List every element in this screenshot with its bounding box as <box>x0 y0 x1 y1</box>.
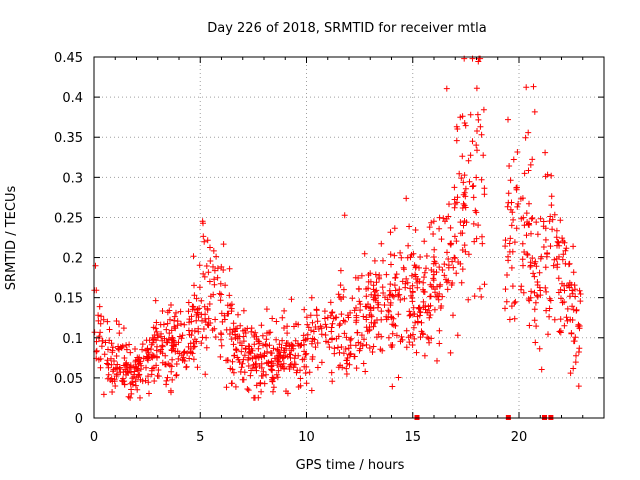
y-tick-label: 0.05 <box>54 372 83 387</box>
scatter-points <box>91 55 584 401</box>
axes: 0 0.05 0.1 0.15 0.2 0.25 0.3 0.35 0.4 0.45 0 5 10 15 2… <box>54 51 605 445</box>
x-tick-label: 5 <box>196 430 204 445</box>
x-tick-label: 10 <box>298 430 315 445</box>
y-tick-label: 0.4 <box>62 91 83 106</box>
x-tick-label: 15 <box>404 430 421 445</box>
y-tick-label: 0.3 <box>62 171 83 186</box>
plot-frame <box>93 56 605 419</box>
y-tick-label: 0.35 <box>54 131 83 146</box>
y-axis-label: SRMTID / TECUs <box>4 186 19 291</box>
x-axis-label: GPS time / hours <box>296 458 405 473</box>
y-tick-label: 0.15 <box>54 292 83 307</box>
chart-title: Day 226 of 2018, SRMTID for receiver mtl… <box>207 21 487 36</box>
y-tick-label: 0.45 <box>54 51 83 66</box>
x-tick-label: 0 <box>90 430 98 445</box>
data-points <box>91 55 584 420</box>
y-tick-label: 0.1 <box>62 332 83 347</box>
x-tick-label: 20 <box>511 430 528 445</box>
y-tick-label: 0.2 <box>62 252 83 267</box>
y-tick-label: 0.25 <box>54 211 83 226</box>
y-tick-label: 0 <box>75 412 83 427</box>
